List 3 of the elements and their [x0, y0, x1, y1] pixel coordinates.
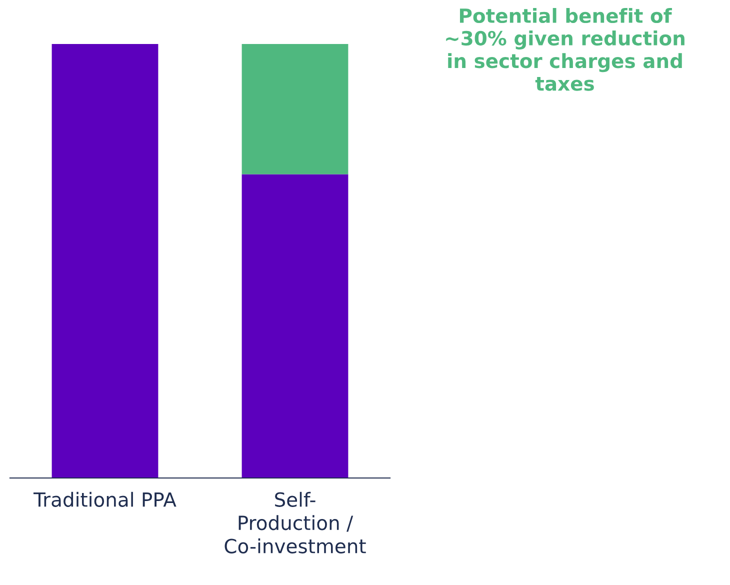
text: Potential benefit of ~30% given reduction in sector charges and taxes: [446, 8, 684, 91]
x-tick-label: Traditional PPA: [33, 492, 176, 507]
x-tick-label: Self- Production / Co-investment: [224, 492, 366, 554]
